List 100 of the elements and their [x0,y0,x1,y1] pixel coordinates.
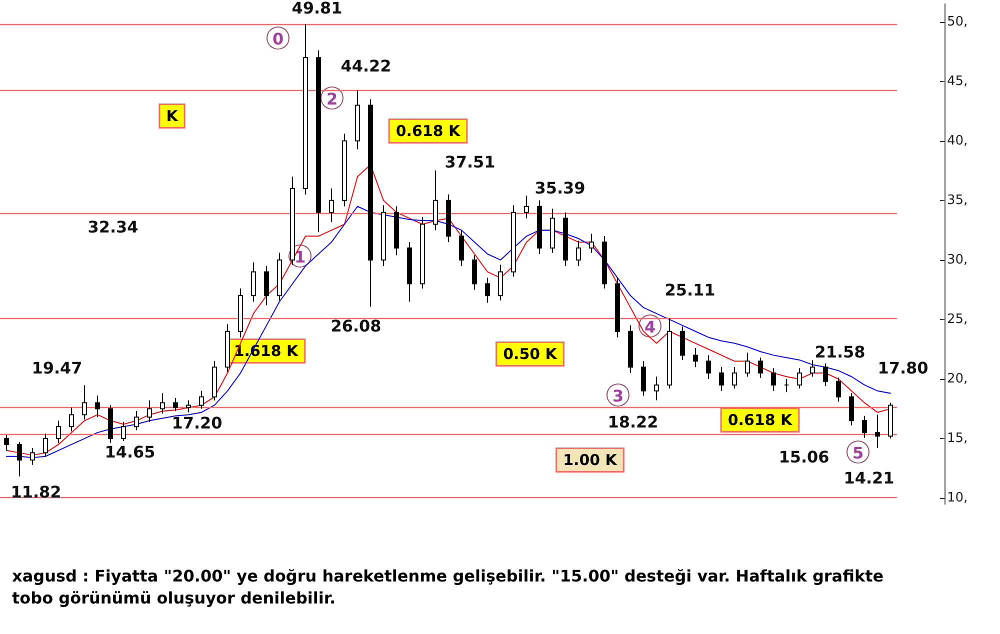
candlestick [628,324,633,374]
annotation: 18.22 [608,412,658,432]
annotation: 44.22 [340,56,392,76]
candlestick [69,407,74,432]
candlestick [290,176,295,266]
y-tick-label: 35, [947,192,968,208]
candlestick [784,378,789,393]
candlestick [381,204,386,266]
annotation: 2 [326,90,338,108]
candlestick [238,288,243,338]
annotation: 0.50 K [503,345,558,363]
candlestick [771,368,776,392]
candlestick [82,384,87,420]
candlestick [576,240,581,266]
candlestick [329,188,334,222]
candlestick [550,208,555,254]
candlestick [693,348,698,368]
candlestick [56,420,61,444]
candlestick [641,360,646,396]
annotation: 0.618 K [728,411,794,429]
candlestick [186,400,191,413]
y-tick-label: 15, [947,431,968,446]
candlestick [43,433,48,457]
candlestick [602,236,607,290]
candlestick [836,377,841,402]
candlestick [615,277,620,338]
annotation: 25.11 [664,280,716,300]
candlestick [511,204,516,278]
candlestick [485,277,490,304]
annotation: 35.39 [534,178,586,198]
annotation: 21.58 [814,342,866,362]
candlestick [251,262,256,302]
y-tick-label: 10, [947,490,968,506]
candlestick [654,376,659,401]
candlestick [264,265,269,306]
candlestick [680,326,685,360]
candlestick [797,368,802,390]
candlestick [316,50,321,233]
annotation: 14.65 [104,442,156,462]
annotation: 3 [612,386,624,406]
candlestick [355,90,360,150]
candlestick [4,434,9,451]
candlestick [121,421,126,442]
candlestick [875,414,880,448]
candlestick [719,366,724,392]
candlestick [888,402,893,440]
candlestick [810,360,815,378]
candlestick [823,363,828,387]
annotation: K [166,107,180,125]
candlestick [342,133,347,207]
candlestick [95,395,100,418]
annotation: 49.81 [292,0,342,18]
y-tick-label: 20, [947,372,968,386]
annotation: 1 [294,248,306,266]
annotation: 15.06 [778,448,830,466]
annotation: 0.618 K [396,122,462,140]
candlestick [394,206,399,256]
annotation: 1.00 K [563,451,618,469]
annotation: 37.51 [444,152,496,172]
candlestick [589,233,594,254]
candlestick [173,398,178,412]
candlestick [277,252,282,301]
annotation: 26.08 [330,316,382,336]
candlestick [472,254,477,290]
candlestick [537,200,542,254]
candlestick [199,390,204,410]
candlestick [368,98,373,308]
candlestick [706,354,711,380]
y-tick-label: 50, [947,14,968,30]
candlestick [134,410,139,431]
annotation: 17.80 [878,358,928,378]
candlestick [30,448,35,466]
candlestick [667,318,672,390]
candlestick [524,195,529,219]
text: xagusd : Fiyatta "20.00" ye doğru hareketlenme gelişebilir. "15.00" desteği var. Haftalık grafikte tobo görünümü oluşuyor denilebilir. [12,566,890,608]
y-tick-label: 25, [947,312,968,327]
candlestick [420,216,425,290]
candlestick [745,352,750,378]
candlestick [732,366,737,390]
y-tick-label: 30, [947,252,968,268]
candlestick [433,170,438,231]
candlestick [225,324,230,372]
y-tick-label: 40, [947,133,968,148]
candlestick [459,230,464,266]
candlestick [862,415,867,438]
annotation: 32.34 [88,218,138,236]
candlestick [498,264,503,301]
annotation: 14.21 [844,468,894,488]
candlestick [17,442,22,477]
annotation: 19.47 [32,358,82,378]
annotation: 11.82 [10,482,62,502]
annotation: 17.20 [172,414,222,432]
annotation: 4 [644,318,656,336]
candlestick [160,392,165,414]
candlestick [108,404,113,444]
y-tick-label: 45, [947,74,968,89]
candlestick [212,360,217,401]
candlestick [758,357,763,378]
candlestick [147,400,152,422]
candlestick [446,194,451,243]
